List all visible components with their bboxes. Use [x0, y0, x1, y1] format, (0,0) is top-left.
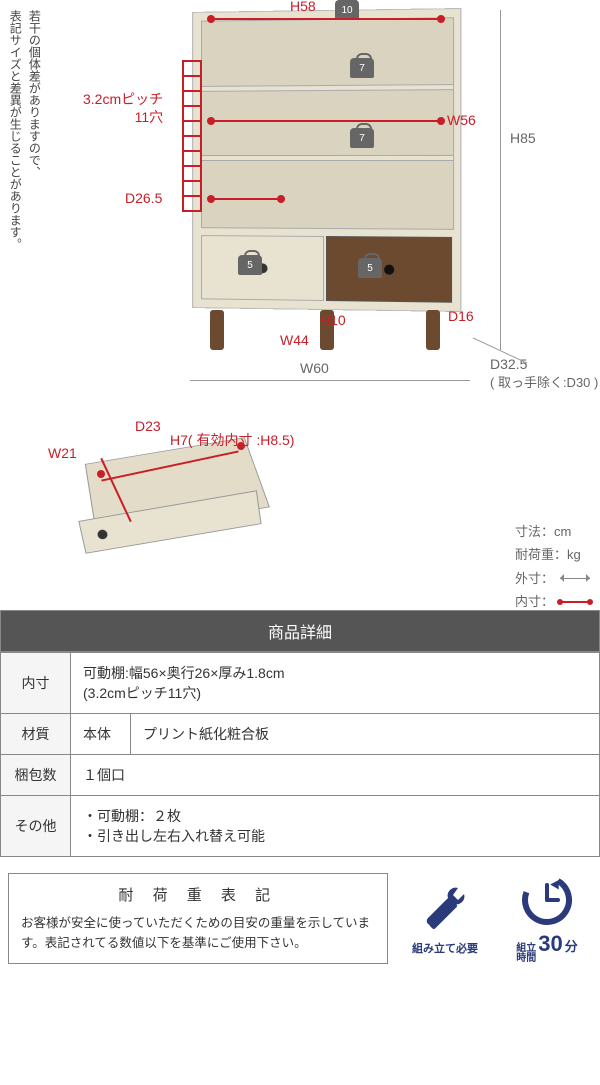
dim-guide — [500, 10, 501, 350]
spec-mat-label: 材質 — [1, 714, 71, 755]
spec-header: 商品詳細 — [0, 610, 600, 652]
legend-unit-dim: 寸法：cm — [515, 520, 571, 543]
assembly-required: 組み立て必要 — [400, 882, 490, 956]
weight-badge-shelf2: 7 — [350, 128, 374, 148]
dim-w56: W56 — [447, 112, 476, 128]
dim-guide — [190, 380, 470, 381]
dim-line — [210, 120, 440, 122]
dim-drawer-h: H7( 有効内寸 :H8.5) — [170, 430, 294, 450]
assembly-time: 組立 時間 30 分 — [502, 873, 592, 964]
spec-mat-sub: 本体 — [71, 714, 131, 755]
spec-inner-val: 可動棚:幅56×奥行26×厚み1.8cm (3.2cmピッチ11穴) — [71, 653, 600, 714]
legend: 寸法：cm 耐荷重：kg 外寸： 内寸： — [515, 520, 590, 614]
weight-badge-shelf1: 7 — [350, 58, 374, 78]
dim-h85: H85 — [510, 130, 536, 146]
time-label-2: 時間 — [516, 954, 536, 964]
weight-badge-top: 10 — [335, 0, 359, 20]
spec-mat-val: プリント紙化粧合板 — [131, 714, 600, 755]
tolerance-note: 若干の個体差がありますので、 表記サイズと差異が生じることがあります。 — [5, 10, 43, 250]
clock-icon — [520, 873, 574, 927]
time-unit: 分 — [565, 936, 578, 955]
dim-d32: D32.5 ( 取っ手除く:D30 ) — [490, 355, 598, 392]
shelf-illustration — [190, 10, 460, 360]
dim-h10: H10 — [320, 312, 346, 328]
dim-drawer-w: W21 — [48, 445, 77, 461]
dim-w44: W44 — [280, 332, 309, 348]
weight-badge-drawer-r: 5 — [358, 258, 382, 278]
assembly-label: 組み立て必要 — [412, 940, 478, 956]
load-text: お客様が安全に使っていただくための目安の重量を示しています。表記されてる数値以下… — [21, 913, 375, 953]
table-row: 材質 本体 プリント紙化粧合板 — [1, 714, 600, 755]
spec-pack-label: 梱包数 — [1, 755, 71, 796]
dim-d16: D16 — [448, 308, 474, 324]
spec-pack-val: １個口 — [71, 755, 600, 796]
pitch-ladder — [182, 60, 202, 210]
dim-line — [210, 198, 280, 200]
dimension-diagram-area: 若干の個体差がありますので、 表記サイズと差異が生じることがあります。 10 7… — [0, 0, 600, 610]
legend-inner: 内寸： — [515, 590, 554, 613]
load-capacity-box: 耐 荷 重 表 記 お客様が安全に使っていただくための目安の重量を示しています。… — [8, 873, 388, 964]
pitch-label: 3.2cmピッチ 11穴 — [83, 90, 163, 126]
legend-outer: 外寸： — [515, 567, 554, 590]
table-row: 内寸 可動棚:幅56×奥行26×厚み1.8cm (3.2cmピッチ11穴) — [1, 653, 600, 714]
dim-h58: H58 — [290, 0, 316, 14]
table-row: 梱包数 １個口 — [1, 755, 600, 796]
spec-table: 内寸 可動棚:幅56×奥行26×厚み1.8cm (3.2cmピッチ11穴) 材質… — [0, 652, 600, 857]
weight-badge-drawer-l: 5 — [238, 255, 262, 275]
spec-inner-label: 内寸 — [1, 653, 71, 714]
load-title: 耐 荷 重 表 記 — [21, 884, 375, 905]
dim-w60: W60 — [300, 360, 329, 376]
dim-line — [210, 18, 440, 20]
tools-icon — [418, 882, 472, 936]
bottom-row: 耐 荷 重 表 記 お客様が安全に使っていただくための目安の重量を示しています。… — [0, 857, 600, 980]
table-row: その他 ・可動棚：２枚 ・引き出し左右入れ替え可能 — [1, 796, 600, 857]
dim-d26: D26.5 — [125, 190, 162, 206]
spec-other-label: その他 — [1, 796, 71, 857]
legend-unit-load: 耐荷重：kg — [515, 543, 581, 566]
time-number: 30 — [538, 931, 562, 957]
spec-other-val: ・可動棚：２枚 ・引き出し左右入れ替え可能 — [71, 796, 600, 857]
dim-drawer-d: D23 — [135, 418, 161, 434]
